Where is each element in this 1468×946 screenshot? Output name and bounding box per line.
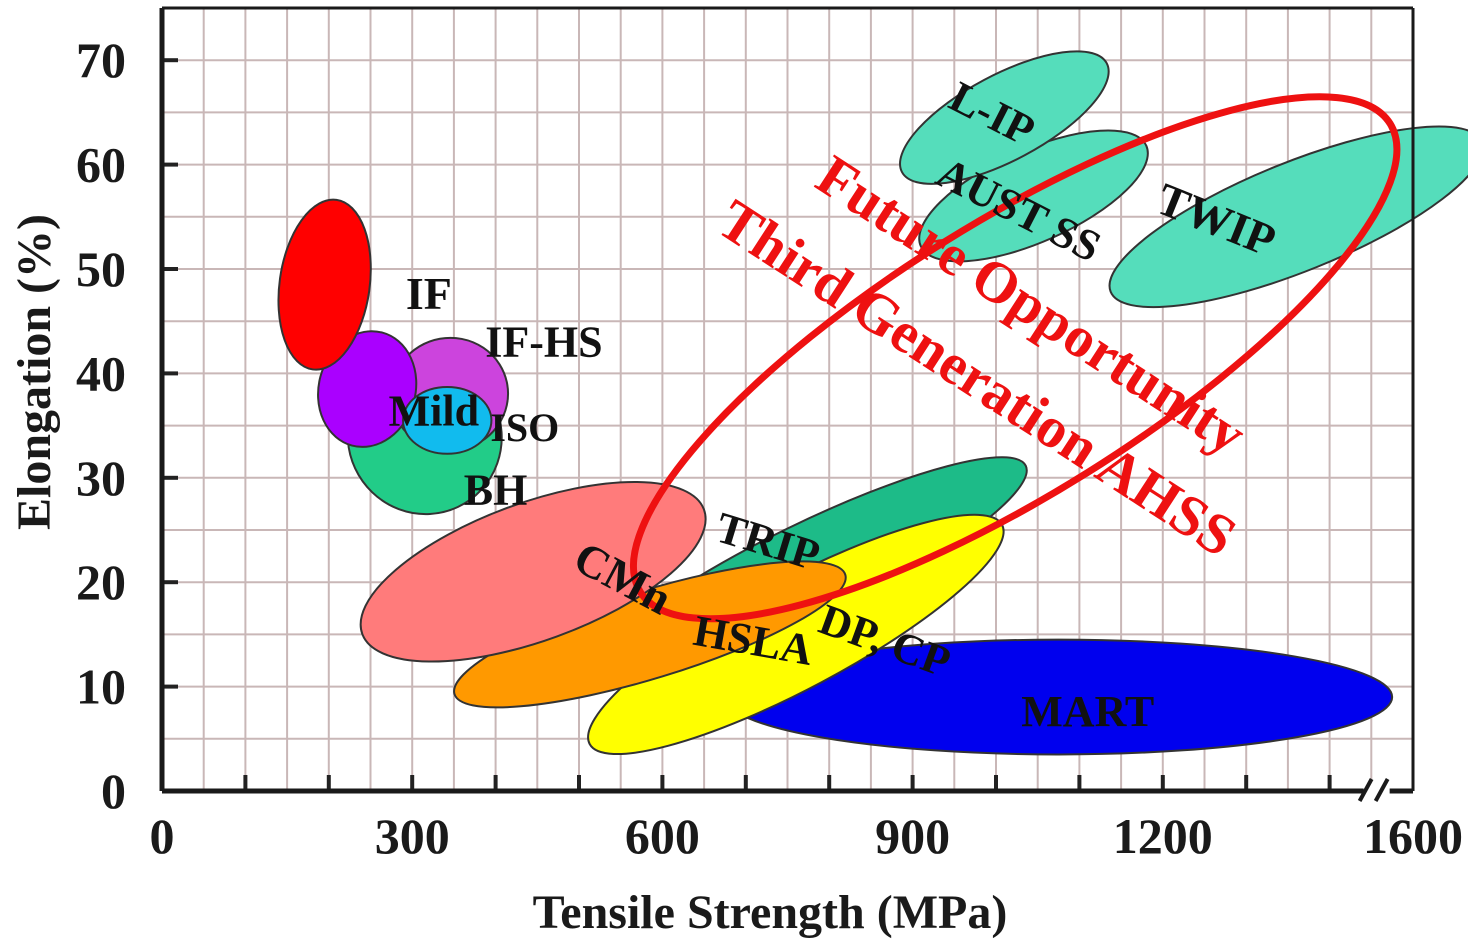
x-tick-label: 1200 bbox=[1113, 808, 1213, 864]
x-axis-title: Tensile Strength (MPa) bbox=[533, 886, 1008, 939]
y-tick-label: 30 bbox=[76, 450, 126, 506]
steel-regions bbox=[277, 50, 1468, 756]
x-tick-label: 900 bbox=[875, 808, 950, 864]
y-tick-label: 60 bbox=[76, 137, 126, 193]
x-tick-label: 600 bbox=[625, 808, 700, 864]
y-tick-label: 70 bbox=[76, 32, 126, 88]
axis-break-mark bbox=[1357, 778, 1374, 802]
x-tick-label: 0 bbox=[150, 808, 175, 864]
region-label-if: IF bbox=[406, 268, 452, 319]
y-axis-title: Elongation (%) bbox=[8, 214, 61, 530]
y-tick-label: 20 bbox=[76, 554, 126, 610]
tick-marks bbox=[162, 58, 1332, 791]
x-tick-label: 1600 bbox=[1363, 808, 1463, 864]
region-l-ip bbox=[899, 50, 1110, 185]
y-tick-label: 50 bbox=[76, 241, 126, 297]
region-label-iso: ISO bbox=[490, 405, 559, 450]
tick-labels: 0 300 600 900 1200 1600 0 10 20 30 40 50 60 70 bbox=[76, 32, 1463, 864]
region-label-mild: Mild bbox=[389, 386, 479, 435]
region-label-mart: MART bbox=[1021, 687, 1154, 736]
region-label-bh: BH bbox=[464, 466, 528, 515]
region-twip bbox=[1108, 125, 1468, 309]
axes bbox=[159, 6, 1415, 803]
x-tick-label: 300 bbox=[375, 808, 450, 864]
axis-break-mark bbox=[1373, 778, 1390, 802]
region-if bbox=[277, 198, 372, 371]
region-iso bbox=[402, 385, 493, 455]
y-tick-label: 10 bbox=[76, 659, 126, 715]
y-tick-label: 40 bbox=[76, 345, 126, 401]
region-label-if-hs: IF-HS bbox=[485, 317, 602, 366]
region-cmn bbox=[359, 480, 707, 663]
annotation-ellipse bbox=[629, 93, 1401, 623]
opportunity-annotation bbox=[629, 93, 1401, 623]
y-tick-label: 0 bbox=[101, 763, 126, 819]
